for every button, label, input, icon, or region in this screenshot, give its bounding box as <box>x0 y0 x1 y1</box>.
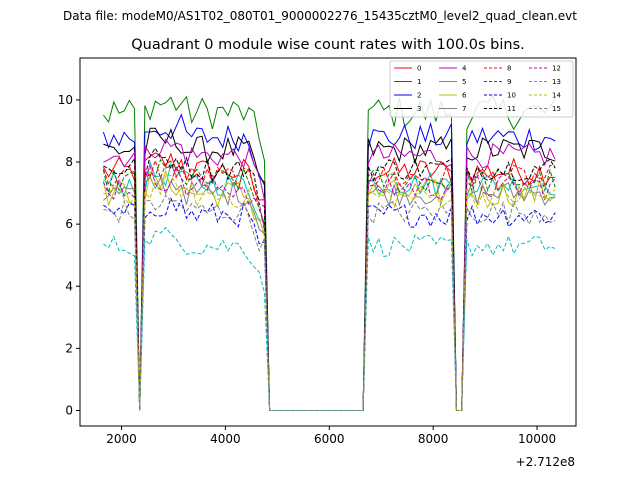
legend-label-3: 3 <box>417 105 421 113</box>
series-line-7 <box>103 176 556 411</box>
x-offset-label: +2.712e8 <box>516 455 575 469</box>
x-tick-label: 2000 <box>106 432 137 446</box>
series-line-0 <box>102 152 556 411</box>
series-line-10 <box>103 196 556 411</box>
y-tick-label: 8 <box>65 155 73 169</box>
legend-label-10: 10 <box>507 92 516 100</box>
y-tick-label: 10 <box>58 93 73 107</box>
legend-label-6: 6 <box>462 92 467 100</box>
y-tick-label: 6 <box>65 217 73 231</box>
series-line-8 <box>102 158 556 411</box>
y-tick-label: 2 <box>65 341 73 355</box>
series-line-11 <box>103 147 556 411</box>
legend-label-7: 7 <box>462 105 466 113</box>
y-tick-label: 0 <box>65 403 73 417</box>
series-line-13 <box>103 226 556 411</box>
legend-label-14: 14 <box>552 92 561 100</box>
legend-label-2: 2 <box>417 92 421 100</box>
legend-label-4: 4 <box>462 65 467 73</box>
chart-title: Quadrant 0 module wise count rates with … <box>131 37 525 53</box>
series-line-3 <box>103 127 556 411</box>
legend-label-1: 1 <box>417 78 421 86</box>
series-line-14 <box>103 174 556 411</box>
series-line-15 <box>103 194 556 411</box>
legend-label-8: 8 <box>507 65 511 73</box>
series-line-2 <box>102 113 556 411</box>
y-tick-label: 4 <box>65 279 73 293</box>
legend-label-15: 15 <box>552 105 561 113</box>
legend-label-0: 0 <box>417 65 421 73</box>
data-file-suptitle: Data file: modeM0/AS1T02_080T01_90000022… <box>63 9 577 23</box>
axes-frame <box>79 57 577 427</box>
x-tick-label: 10000 <box>518 432 556 446</box>
legend-label-9: 9 <box>507 78 511 86</box>
legend-label-12: 12 <box>552 65 561 73</box>
legend-label-5: 5 <box>462 78 466 86</box>
x-tick-label: 4000 <box>210 432 241 446</box>
x-tick-label: 8000 <box>418 432 449 446</box>
series-line-12 <box>102 164 556 411</box>
x-tick-label: 6000 <box>314 432 345 446</box>
plot-area: 2000 4000 6000 8000 100000246810012345678910… <box>58 57 577 446</box>
legend-label-11: 11 <box>507 105 516 113</box>
legend-frame <box>389 60 574 118</box>
legend-label-13: 13 <box>552 78 561 86</box>
